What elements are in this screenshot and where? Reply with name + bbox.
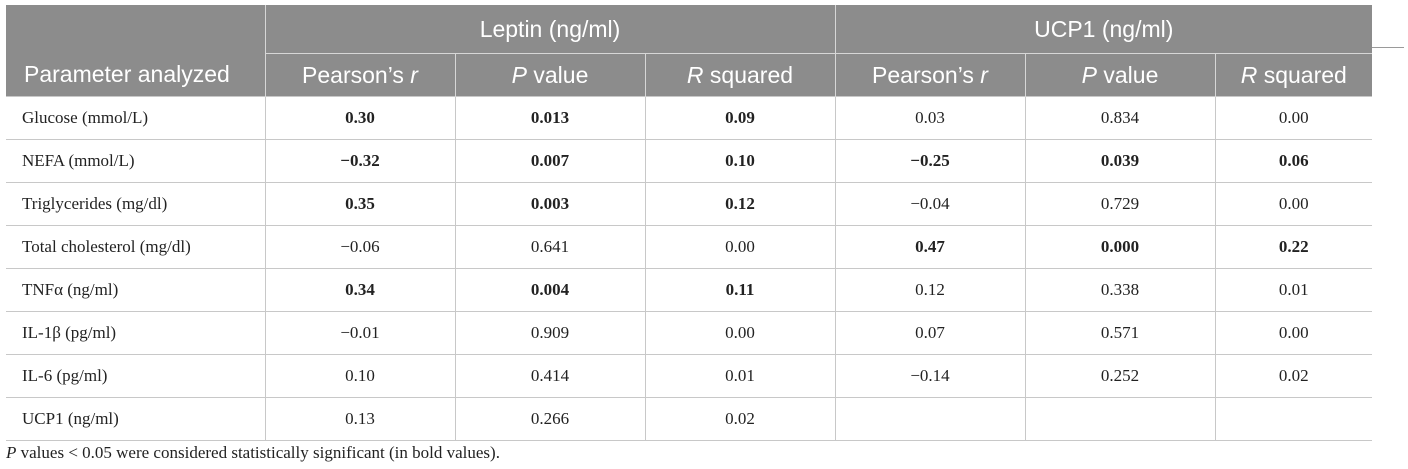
parameter-cell: UCP1 (ng/ml) (6, 397, 266, 441)
pearson-r-italic: r (410, 61, 418, 88)
table-row: Triglycerides (mg/dl) 0.35 0.003 0.12 −0.04 0… (6, 182, 1373, 226)
value-cell: 0.007 (454, 139, 646, 183)
pearson-label: Pearson’s (302, 61, 411, 88)
parameter-cell: Total cholesterol (mg/dl) (6, 225, 266, 269)
parameter-cell: IL-6 (pg/ml) (6, 354, 266, 398)
ucp1-pearson-header: Pearson’s r (835, 53, 1026, 97)
value-cell: 0.000 (1024, 225, 1216, 269)
parameter-column-header: Parameter analyzed (6, 53, 266, 97)
table-body: Glucose (mmol/L) 0.30 0.013 0.09 0.03 0.834 0.… (6, 96, 1373, 441)
value-cell: 0.03 (834, 96, 1026, 140)
value-cell: −0.25 (834, 139, 1026, 183)
value-cell: 0.571 (1024, 311, 1216, 355)
value-cell: 0.11 (644, 268, 836, 312)
footnote-text: values < 0.05 were considered statistica… (16, 443, 500, 462)
rsquared-label: squared (1257, 61, 1347, 88)
pearson-label: Pearson’s (872, 61, 981, 88)
value-cell (1214, 397, 1373, 441)
parameter-cell: TNFα (ng/ml) (6, 268, 266, 312)
table-row: IL-1β (pg/ml) −0.01 0.909 0.00 0.07 0.571 0.00 (6, 311, 1373, 355)
table-row: Glucose (mmol/L) 0.30 0.013 0.09 0.03 0.834 0.… (6, 96, 1373, 140)
value-cell: −0.01 (264, 311, 456, 355)
parameter-cell: NEFA (mmol/L) (6, 139, 266, 183)
value-cell: 0.00 (644, 225, 836, 269)
value-cell: 0.01 (1214, 268, 1373, 312)
value-cell: 0.338 (1024, 268, 1216, 312)
table-footnote: P values < 0.05 were considered statisti… (6, 443, 500, 463)
ucp1-group-header: UCP1 (ng/ml) (835, 5, 1373, 54)
parameter-cell: IL-1β (pg/ml) (6, 311, 266, 355)
table-row: Total cholesterol (mg/dl) −0.06 0.641 0.00 0… (6, 225, 1373, 269)
value-cell: 0.641 (454, 225, 646, 269)
empty-header-cell (6, 5, 266, 54)
rsquared-label: squared (703, 61, 794, 88)
parameter-cell: Glucose (mmol/L) (6, 96, 266, 140)
value-cell: 0.34 (264, 268, 456, 312)
r-italic: R (686, 61, 704, 88)
correlation-table: Leptin (ng/ml) UCP1 (ng/ml) Parameter an… (6, 5, 1373, 441)
leptin-rsquared-header: R squared (645, 53, 836, 97)
pvalue-label: value (1096, 61, 1159, 88)
value-cell: 0.00 (1214, 311, 1373, 355)
correlation-table-wrapper: Leptin (ng/ml) UCP1 (ng/ml) Parameter an… (6, 5, 1373, 441)
value-cell: 0.834 (1024, 96, 1216, 140)
value-cell: 0.00 (644, 311, 836, 355)
value-cell: 0.909 (454, 311, 646, 355)
value-cell: 0.013 (454, 96, 646, 140)
value-cell: 0.004 (454, 268, 646, 312)
value-cell: 0.003 (454, 182, 646, 226)
value-cell (834, 397, 1026, 441)
value-cell: 0.10 (264, 354, 456, 398)
parameter-cell: Triglycerides (mg/dl) (6, 182, 266, 226)
table-row: NEFA (mmol/L) −0.32 0.007 0.10 −0.25 0.039 0.0… (6, 139, 1373, 183)
pvalue-label: value (526, 61, 589, 88)
ucp1-pvalue-header: P value (1025, 53, 1216, 97)
value-cell: 0.039 (1024, 139, 1216, 183)
value-cell: 0.09 (644, 96, 836, 140)
leptin-pvalue-header: P value (455, 53, 646, 97)
footnote-p-italic: P (6, 443, 17, 462)
value-cell: 0.12 (834, 268, 1026, 312)
value-cell: 0.00 (1214, 96, 1373, 140)
value-cell: 0.06 (1214, 139, 1373, 183)
p-italic: P (511, 61, 527, 88)
value-cell: 0.414 (454, 354, 646, 398)
table-row: IL-6 (pg/ml) 0.10 0.414 0.01 −0.14 0.252 0.02 (6, 354, 1373, 398)
value-cell: 0.266 (454, 397, 646, 441)
group-header-row: Leptin (ng/ml) UCP1 (ng/ml) (6, 5, 1373, 54)
r-italic: R (1240, 61, 1258, 88)
ucp1-rsquared-header: R squared (1215, 53, 1373, 97)
value-cell: 0.02 (1214, 354, 1373, 398)
value-cell: 0.22 (1214, 225, 1373, 269)
table-row: TNFα (ng/ml) 0.34 0.004 0.11 0.12 0.338 0.01 (6, 268, 1373, 312)
p-italic: P (1081, 61, 1097, 88)
value-cell: 0.00 (1214, 182, 1373, 226)
header-rule-stub (1372, 47, 1404, 48)
value-cell: 0.13 (264, 397, 456, 441)
leptin-group-header: Leptin (ng/ml) (265, 5, 836, 54)
value-cell: 0.10 (644, 139, 836, 183)
column-header-row: Parameter analyzed Pearson’s r P value R… (6, 53, 1373, 97)
value-cell: 0.07 (834, 311, 1026, 355)
value-cell: 0.729 (1024, 182, 1216, 226)
value-cell: 0.47 (834, 225, 1026, 269)
value-cell: 0.30 (264, 96, 456, 140)
value-cell: 0.252 (1024, 354, 1216, 398)
value-cell: −0.14 (834, 354, 1026, 398)
value-cell: 0.02 (644, 397, 836, 441)
value-cell (1024, 397, 1216, 441)
table-row: UCP1 (ng/ml) 0.13 0.266 0.02 (6, 397, 1373, 441)
value-cell: 0.35 (264, 182, 456, 226)
value-cell: −0.32 (264, 139, 456, 183)
value-cell: −0.04 (834, 182, 1026, 226)
value-cell: 0.12 (644, 182, 836, 226)
leptin-pearson-header: Pearson’s r (265, 53, 456, 97)
pearson-r-italic: r (980, 61, 988, 88)
value-cell: 0.01 (644, 354, 836, 398)
value-cell: −0.06 (264, 225, 456, 269)
